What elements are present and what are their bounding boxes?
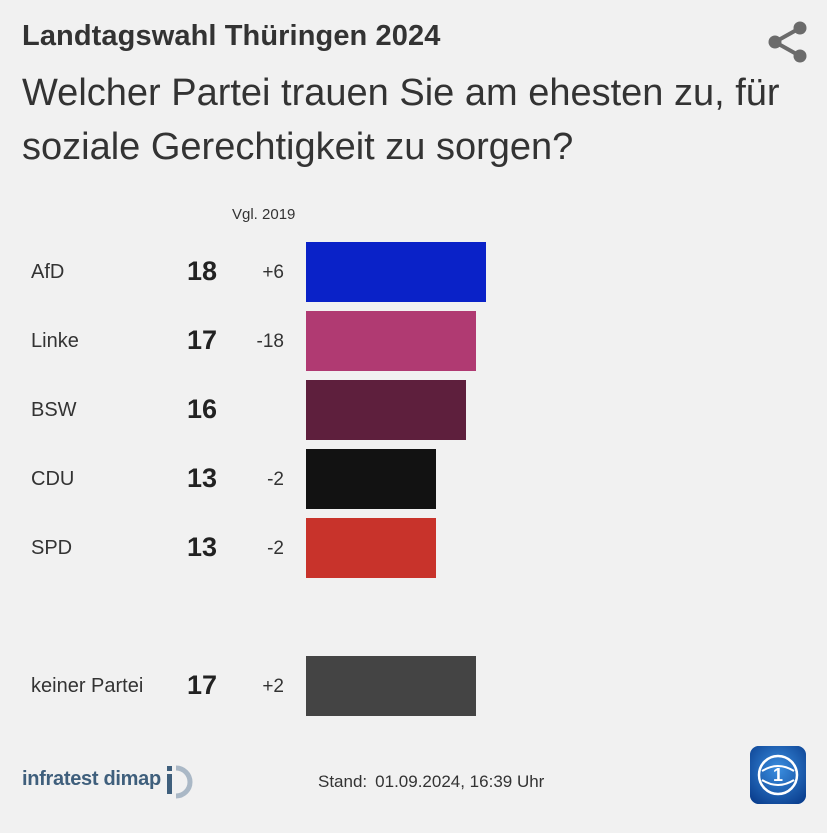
- value-label: 16: [187, 394, 217, 424]
- category-label: AfD: [31, 261, 64, 283]
- change-label: +6: [262, 262, 284, 283]
- bar: [306, 518, 436, 578]
- chart-title: Welcher Partei trauen Sie am ehesten zu,…: [22, 72, 780, 168]
- change-label: +2: [262, 676, 284, 697]
- share-icon[interactable]: [766, 20, 810, 64]
- value-label: 13: [187, 463, 217, 493]
- category-label: SPD: [31, 537, 72, 559]
- bar: [306, 449, 436, 509]
- value-label: 13: [187, 532, 217, 562]
- infratest-logo-icon: [167, 765, 193, 799]
- category-label: CDU: [31, 468, 74, 490]
- category-label: keiner Partei: [31, 675, 143, 697]
- bar-chart: AfD 18 +6 Linke 17 -18 BSW 16 CDU 13 -2 SPD 13 -2 kein…: [31, 242, 486, 716]
- timestamp: Stand: 01.09.2024, 16:39 Uhr: [318, 772, 544, 792]
- tagesschau-logo-icon[interactable]: 1: [750, 746, 806, 804]
- value-label: 17: [187, 670, 217, 700]
- change-label: -2: [267, 538, 284, 559]
- value-label: 18: [187, 256, 217, 286]
- category-label: BSW: [31, 399, 77, 421]
- category-label: Linke: [31, 330, 79, 352]
- bar: [306, 380, 466, 440]
- change-label: -2: [267, 469, 284, 490]
- bar: [306, 656, 476, 716]
- bar: [306, 311, 476, 371]
- bar: [306, 242, 486, 302]
- timestamp-label: Stand:: [318, 772, 368, 791]
- chart-kicker: Landtagswahl Thüringen 2024: [22, 20, 441, 52]
- change-label: -18: [257, 331, 284, 352]
- svg-text:1: 1: [773, 765, 783, 785]
- timestamp-value: 01.09.2024, 16:39 Uhr: [375, 772, 545, 791]
- comparison-column-header: Vgl. 2019: [232, 206, 296, 223]
- value-label: 17: [187, 325, 217, 355]
- source-logo-text: infratest dimap: [22, 768, 161, 790]
